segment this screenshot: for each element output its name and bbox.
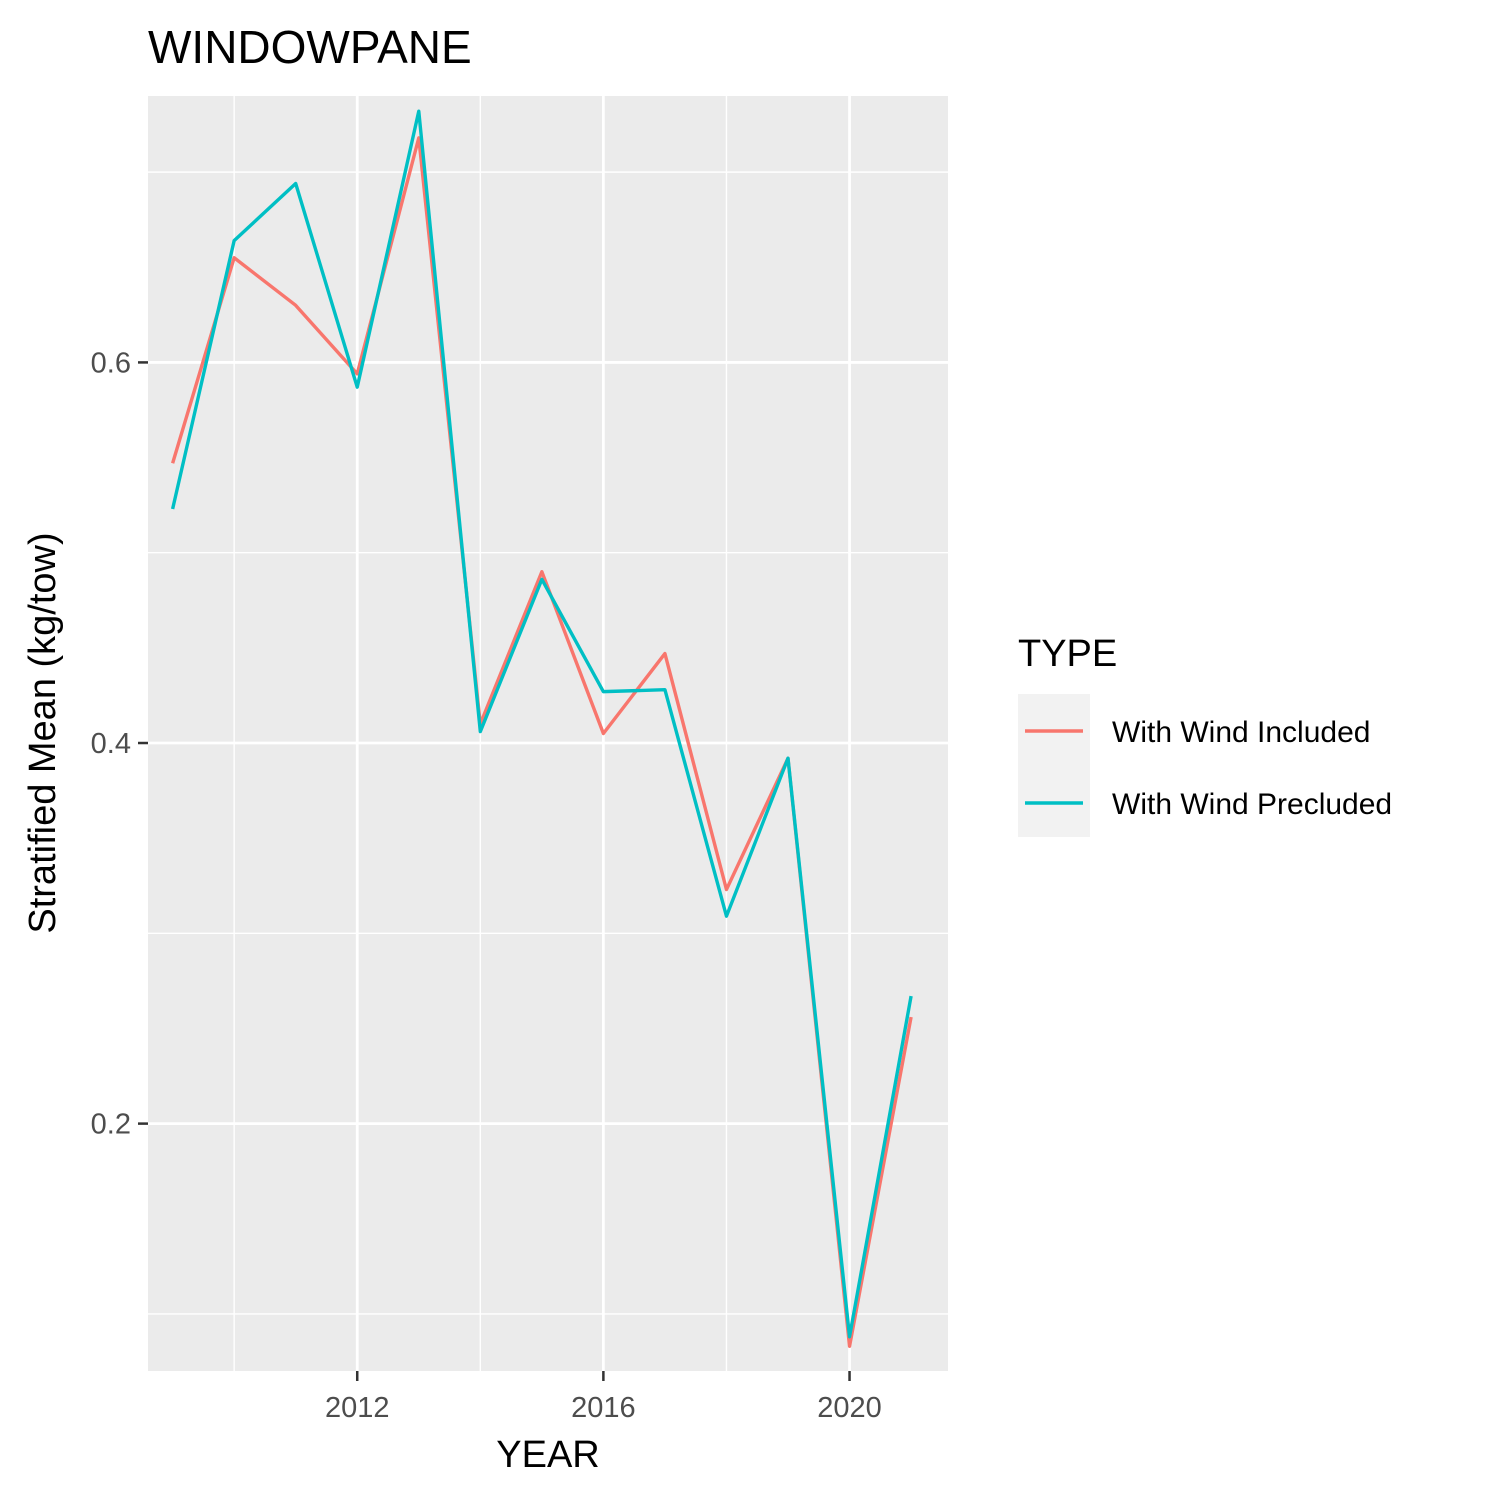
legend-label: With Wind Included <box>1112 716 1370 749</box>
minor-gridlines <box>148 96 948 1371</box>
plot-panel <box>148 96 948 1371</box>
x-axis-title: YEAR <box>496 1434 599 1476</box>
y-axis-title: Stratified Mean (kg/tow) <box>22 532 64 933</box>
legend-items: With Wind Included With Wind Precluded <box>1018 694 1392 837</box>
legend-title: TYPE <box>1018 633 1117 675</box>
axis-ticks <box>138 361 851 1381</box>
legend: TYPE With Wind Included With Wind Preclud… <box>1018 633 1392 837</box>
y-tick-label: 0.4 <box>91 728 131 760</box>
legend-label: With Wind Precluded <box>1112 788 1392 821</box>
y-tick-label: 0.6 <box>91 347 131 379</box>
series-lines <box>170 109 913 1348</box>
series-line-2 <box>170 109 913 1339</box>
legend-key-background <box>1018 694 1090 837</box>
chart-title: WINDOWPANE <box>148 21 472 73</box>
x-tick-label: 2012 <box>325 1392 390 1424</box>
y-tick-label: 0.2 <box>91 1109 131 1141</box>
tick-labels: 2012 2016 2020 0.2 0.4 0.6 <box>91 347 882 1424</box>
x-tick-label: 2020 <box>817 1392 882 1424</box>
x-tick-label: 2016 <box>571 1392 636 1424</box>
